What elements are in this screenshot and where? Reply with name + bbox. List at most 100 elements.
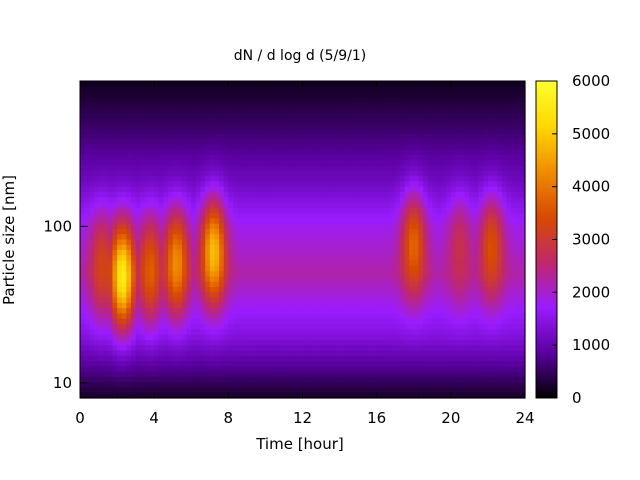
heatmap-cell <box>450 313 457 320</box>
heatmap-cell <box>506 276 512 283</box>
heatmap-cell <box>362 139 368 145</box>
heatmap-cell <box>334 339 341 346</box>
heatmap-cell <box>399 160 406 167</box>
heatmap-cell <box>80 265 86 272</box>
heatmap-cell <box>325 265 331 272</box>
heatmap-cell <box>404 239 410 246</box>
heatmap-cell <box>302 276 308 283</box>
heatmap-cell <box>307 91 313 98</box>
heatmap-cell <box>395 91 401 98</box>
heatmap-cell <box>501 86 508 93</box>
heatmap-cell <box>283 96 290 103</box>
heatmap-cell <box>474 265 480 272</box>
heatmap-cell <box>321 308 327 315</box>
heatmap-cell <box>103 81 109 87</box>
heatmap-cell <box>399 181 406 188</box>
heatmap-cell <box>436 350 443 357</box>
heatmap-cell <box>511 350 517 357</box>
heatmap-cell <box>450 276 457 283</box>
heatmap-cell <box>209 154 216 161</box>
heatmap-cell <box>520 223 526 230</box>
heatmap-cell <box>464 81 470 87</box>
heatmap-cell <box>181 86 188 93</box>
heatmap-cell <box>432 297 438 304</box>
heatmap-cell <box>446 287 452 293</box>
heatmap-cell <box>302 281 308 288</box>
heatmap-cell <box>232 265 239 272</box>
heatmap-cell <box>297 271 304 278</box>
heatmap-cell <box>89 234 95 241</box>
heatmap-cell <box>214 223 220 230</box>
heatmap-cell <box>487 170 494 177</box>
heatmap-cell <box>409 191 415 198</box>
heatmap-cell <box>497 81 503 87</box>
heatmap-cell <box>283 255 290 262</box>
heatmap-cell <box>307 170 313 177</box>
heatmap-cell <box>265 191 271 198</box>
heatmap-cell <box>358 112 364 119</box>
heatmap-cell <box>469 197 475 204</box>
heatmap-cell <box>321 334 327 341</box>
heatmap-cell <box>469 244 475 251</box>
heatmap-cell <box>321 271 327 278</box>
heatmap-cell <box>413 271 419 278</box>
heatmap-cell <box>404 250 410 256</box>
heatmap-cell <box>223 350 229 357</box>
heatmap-cell <box>246 213 253 219</box>
heatmap-cell <box>474 324 480 330</box>
heatmap-cell <box>511 202 517 209</box>
heatmap-cell <box>293 329 299 336</box>
heatmap-cell <box>209 123 216 130</box>
heatmap-cell <box>497 350 503 357</box>
heatmap-cell <box>260 228 267 235</box>
heatmap-cell <box>474 96 480 103</box>
heatmap-cell <box>195 287 202 293</box>
heatmap-cell <box>423 313 429 320</box>
heatmap-cell <box>506 334 512 341</box>
heatmap-cell <box>464 149 470 156</box>
heatmap-cell <box>432 133 438 140</box>
heatmap-cell <box>172 223 178 230</box>
heatmap-cell <box>181 287 188 293</box>
heatmap-cell <box>98 287 104 293</box>
heatmap-cell <box>520 202 526 209</box>
heatmap-cell <box>297 292 304 299</box>
heatmap-cell <box>297 96 304 103</box>
heatmap-cell <box>140 96 146 103</box>
heatmap-cell <box>427 329 433 336</box>
heatmap-cell <box>423 117 429 124</box>
heatmap-cell <box>181 165 188 172</box>
heatmap-cell <box>367 149 373 156</box>
heatmap-cell <box>316 308 322 315</box>
heatmap-cell <box>107 218 114 225</box>
heatmap-cell <box>316 260 322 267</box>
heatmap-cell <box>144 234 151 241</box>
heatmap-cell <box>511 213 517 219</box>
heatmap-cell <box>260 350 267 357</box>
heatmap-cell <box>103 86 109 93</box>
heatmap-cell <box>483 128 489 135</box>
heatmap-cell <box>506 213 512 219</box>
heatmap-cell <box>511 265 517 272</box>
heatmap-cell <box>149 91 155 98</box>
heatmap-cell <box>279 197 285 204</box>
heatmap-cell <box>98 292 104 299</box>
heatmap-cell <box>460 339 466 346</box>
heatmap-cell <box>242 149 248 156</box>
heatmap-cell <box>376 302 382 309</box>
heatmap-cell <box>93 355 100 362</box>
heatmap-cell <box>367 165 373 172</box>
heatmap-cell <box>135 149 141 156</box>
heatmap-cell <box>265 244 271 251</box>
heatmap-cell <box>321 223 327 230</box>
heatmap-cell <box>293 239 299 246</box>
heatmap-cell <box>344 207 350 214</box>
heatmap-cell <box>460 213 466 219</box>
heatmap-cell <box>283 308 290 315</box>
heatmap-cell <box>288 81 294 87</box>
heatmap-cell <box>232 81 239 87</box>
heatmap-cell <box>112 318 118 325</box>
heatmap-cell <box>265 313 271 320</box>
heatmap-cell <box>455 308 461 315</box>
heatmap-cell <box>353 297 359 304</box>
